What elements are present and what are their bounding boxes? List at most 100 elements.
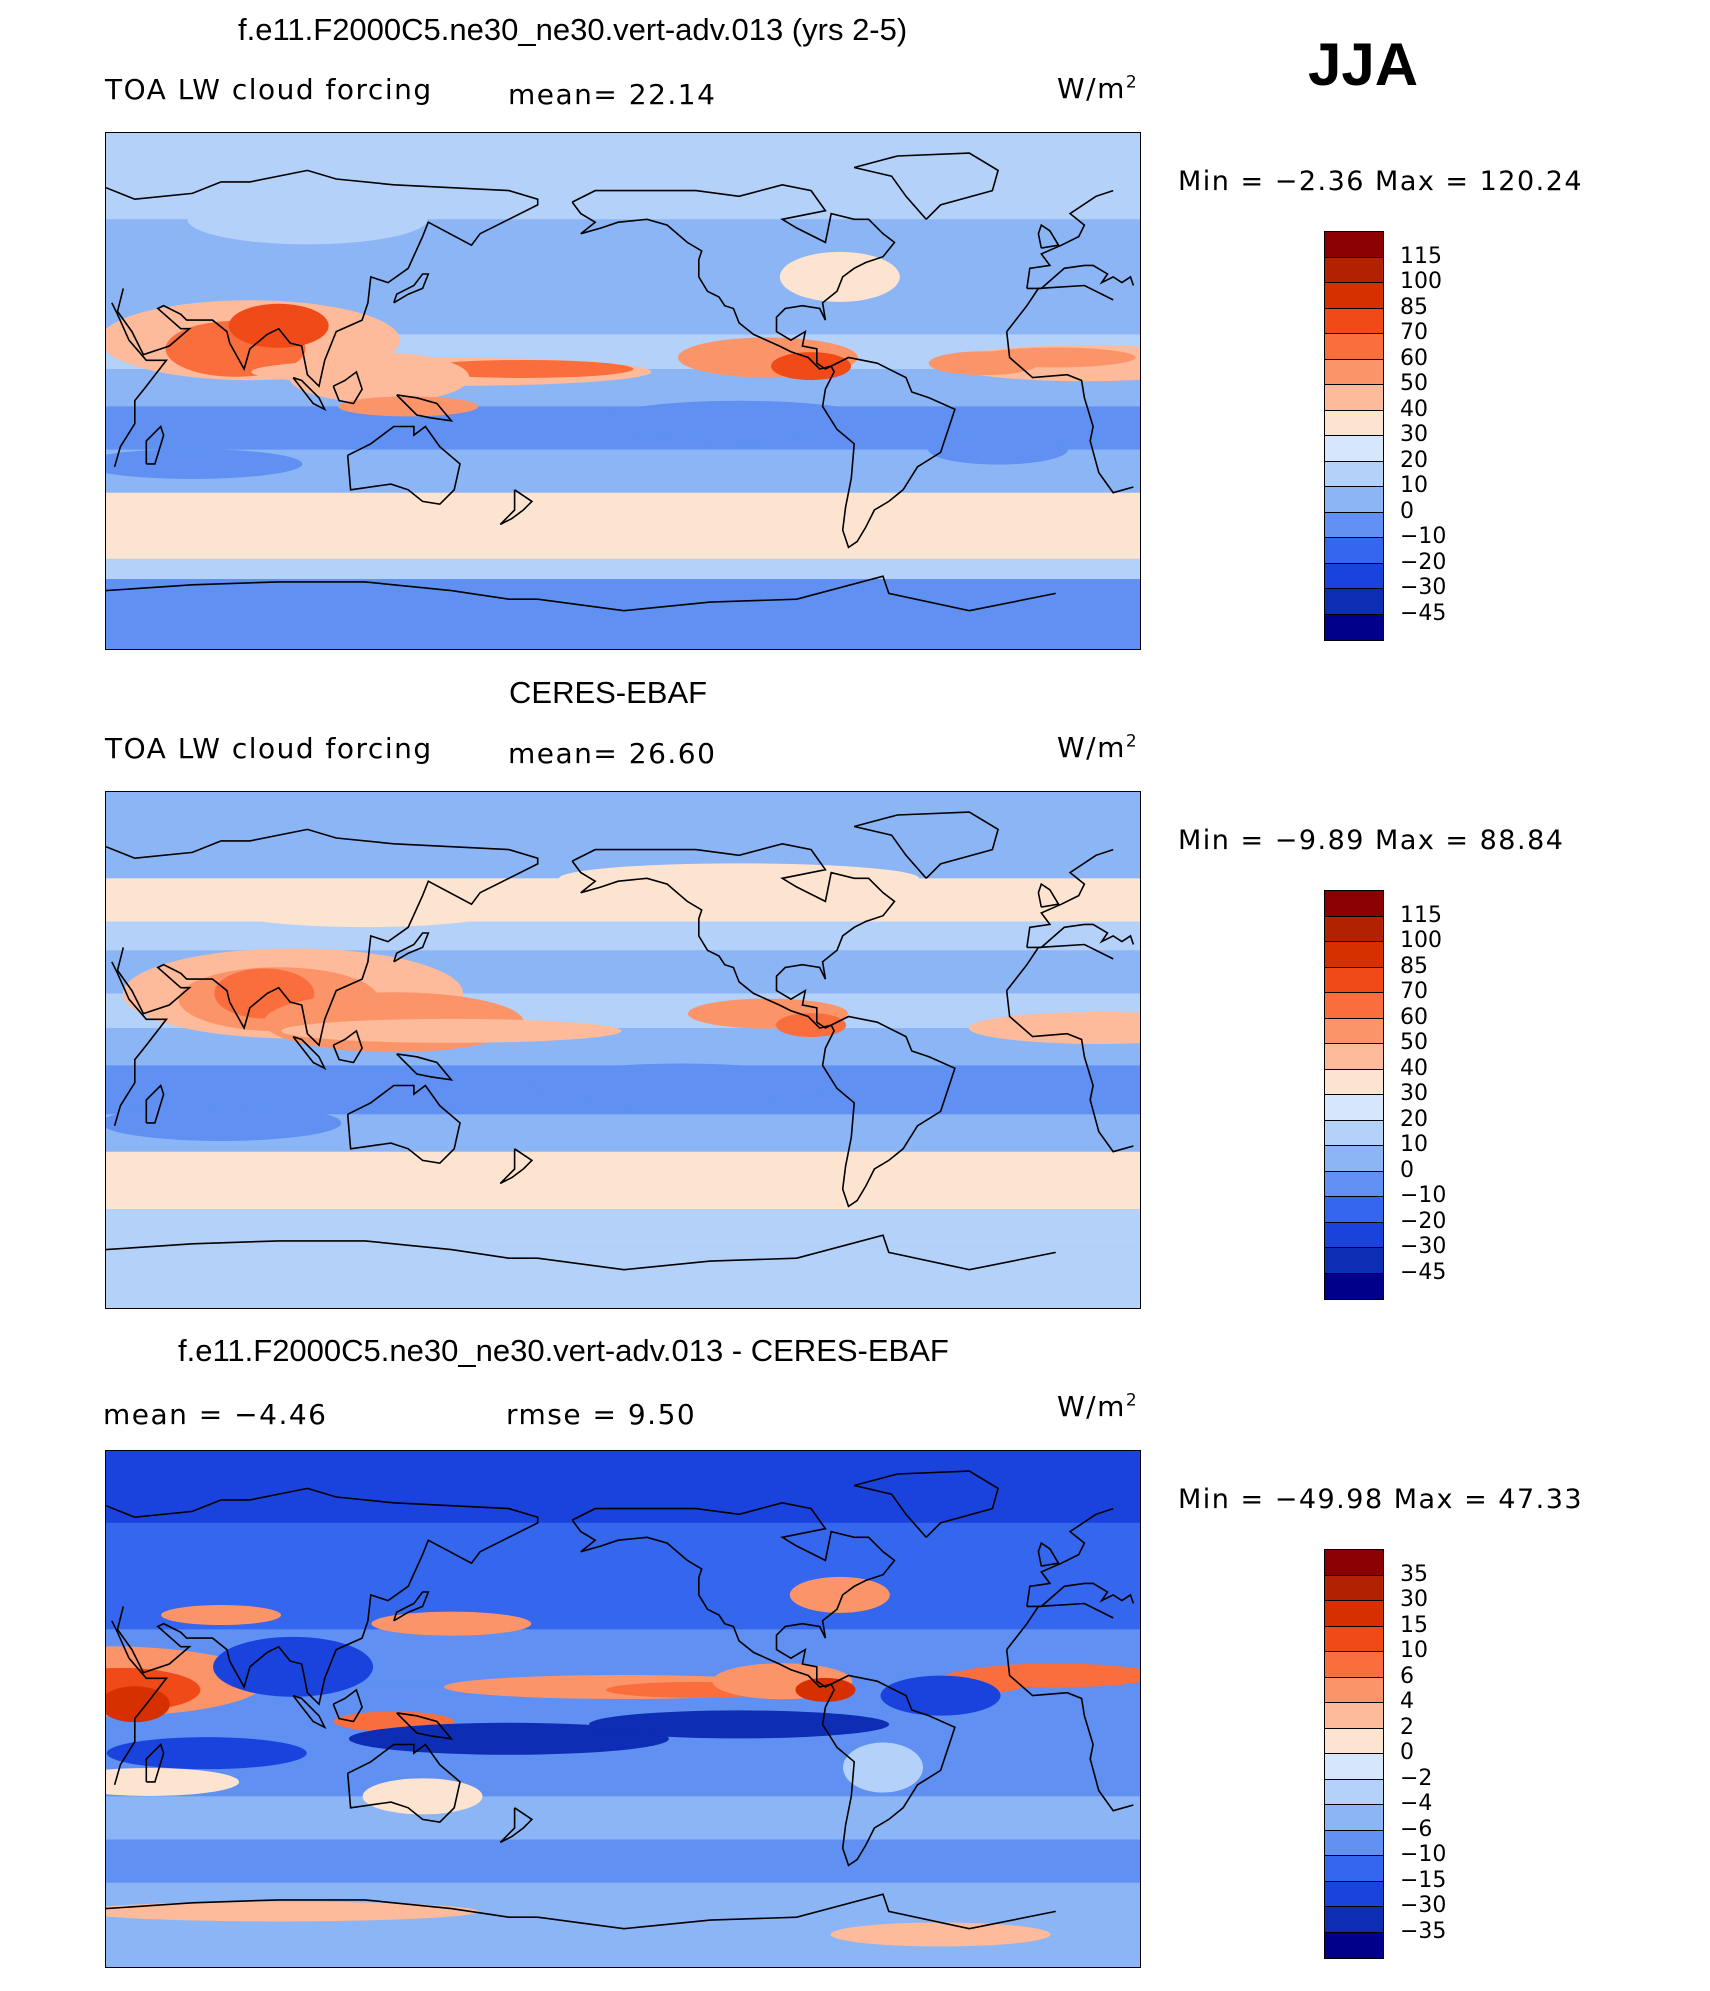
coastline xyxy=(396,394,454,422)
panel-2-colorbar xyxy=(1324,890,1384,1300)
colorbar-tick-label: 0 xyxy=(1400,1157,1414,1183)
coastline xyxy=(1026,189,1114,289)
colorbar-swatch xyxy=(1325,1805,1383,1831)
field-blob xyxy=(779,251,900,302)
colorbar-tick-label: −30 xyxy=(1400,1234,1447,1259)
colorbar-tick-label: −4 xyxy=(1400,1791,1433,1816)
field-blob xyxy=(106,1104,342,1141)
colorbar-swatch xyxy=(1325,1095,1383,1121)
colorbar-tick-label: −2 xyxy=(1400,1765,1433,1791)
coastline xyxy=(393,273,430,304)
colorbar-swatch xyxy=(1325,1856,1383,1882)
coastline xyxy=(1037,1541,1060,1567)
colorbar-tick-label: 85 xyxy=(1400,294,1428,320)
coastline xyxy=(106,1487,539,1706)
panel-3-map-svg xyxy=(106,1451,1140,1967)
colorbar-swatch xyxy=(1325,589,1383,615)
coastline xyxy=(145,425,165,465)
field-band xyxy=(106,792,1140,879)
field-blob xyxy=(215,887,515,928)
coastline xyxy=(1005,331,1134,494)
colorbar-tick-label: 4 xyxy=(1400,1689,1414,1714)
colorbar-tick-label: 115 xyxy=(1400,243,1442,269)
coastline xyxy=(1026,848,1114,948)
colorbar-swatch xyxy=(1325,1677,1383,1703)
field-blob xyxy=(161,1605,282,1626)
panel-2-units: W/m2 xyxy=(1057,731,1139,764)
coastline xyxy=(111,961,169,1127)
field-band xyxy=(106,558,1140,580)
colorbar-tick-label: 50 xyxy=(1400,1030,1428,1055)
coastline xyxy=(571,842,896,1029)
colorbar-tick-label: 70 xyxy=(1400,979,1428,1004)
panel-2-title: CERES-EBAF xyxy=(509,675,708,710)
coastline xyxy=(499,489,534,526)
coastline xyxy=(571,1501,896,1688)
colorbar-swatch xyxy=(1325,1932,1383,1958)
coastline xyxy=(292,1694,327,1730)
colorbar-swatch xyxy=(1325,257,1383,283)
colorbar-tick-label: 0 xyxy=(1400,1740,1414,1765)
colorbar-tick-label: 20 xyxy=(1400,1106,1428,1132)
coastline xyxy=(537,575,1056,612)
colorbar-tick-label: 60 xyxy=(1400,345,1428,371)
field-blob xyxy=(830,1922,1051,1947)
coastline xyxy=(111,302,169,468)
field-blob xyxy=(968,1011,1140,1044)
coastline xyxy=(106,828,539,1047)
field-blob xyxy=(843,1742,923,1793)
colorbar-swatch xyxy=(1325,512,1383,538)
panel-3-minmax: Min = −49.98 Max = 47.33 xyxy=(1178,1484,1584,1515)
colorbar-swatch xyxy=(1325,1197,1383,1223)
colorbar-tick-label: 15 xyxy=(1400,1612,1428,1638)
panel-3-units: W/m2 xyxy=(1057,1390,1139,1423)
colorbar-tick-label: 6 xyxy=(1400,1663,1414,1689)
field-band xyxy=(106,1151,1140,1210)
coastline xyxy=(332,1029,363,1064)
coastline xyxy=(1005,1649,1134,1812)
colorbar-swatch xyxy=(1325,1907,1383,1933)
colorbar-tick-label: 100 xyxy=(1400,928,1442,953)
coastline xyxy=(346,1084,461,1165)
coastline xyxy=(1037,223,1060,249)
coastline xyxy=(537,1893,1056,1930)
colorbar-swatch xyxy=(1325,942,1383,968)
colorbar-tick-label: −10 xyxy=(1400,1183,1447,1208)
colorbar-swatch xyxy=(1325,1830,1383,1856)
colorbar-swatch xyxy=(1325,993,1383,1019)
field-blob xyxy=(542,251,763,302)
coastline xyxy=(106,1899,538,1919)
panel-3-title: f.e11.F2000C5.ne30_ne30.vert-adv.013 - C… xyxy=(178,1333,949,1368)
coastline xyxy=(1026,1582,1135,1608)
colorbar-swatch xyxy=(1325,1881,1383,1907)
colorbar-tick-label: 85 xyxy=(1400,953,1428,979)
panel-2-minmax: Min = −9.89 Max = 88.84 xyxy=(1178,825,1565,856)
colorbar-tick-label: −6 xyxy=(1400,1816,1433,1842)
coastline xyxy=(499,1807,534,1844)
panel-1-map xyxy=(105,132,1141,650)
colorbar-swatch xyxy=(1325,1601,1383,1627)
panel-3-map xyxy=(105,1450,1141,1968)
colorbar-tick-label: −10 xyxy=(1400,1842,1447,1867)
colorbar-tick-label: −15 xyxy=(1400,1867,1447,1893)
coastline xyxy=(332,1688,363,1723)
panel-1-colorbar xyxy=(1324,231,1384,641)
colorbar-tick-label: 2 xyxy=(1400,1714,1414,1740)
field-blob xyxy=(795,1677,856,1702)
panel-1-mean-label: mean= 22.14 xyxy=(508,78,717,111)
colorbar-swatch xyxy=(1325,487,1383,513)
colorbar-tick-label: −20 xyxy=(1400,1208,1447,1234)
colorbar-swatch xyxy=(1325,916,1383,942)
colorbar-swatch xyxy=(1325,1779,1383,1805)
field-blob xyxy=(281,1018,622,1043)
colorbar-tick-label: 70 xyxy=(1400,320,1428,345)
field-blob xyxy=(106,1767,240,1796)
coastline xyxy=(393,1591,430,1622)
coastline xyxy=(853,152,1000,220)
colorbar-tick-label: 30 xyxy=(1400,1587,1428,1612)
colorbar-tick-label: 35 xyxy=(1400,1561,1428,1587)
field-blob xyxy=(413,359,634,378)
colorbar-swatch xyxy=(1325,1171,1383,1197)
coastline xyxy=(106,169,539,388)
panel-3-colorbar xyxy=(1324,1549,1384,1959)
